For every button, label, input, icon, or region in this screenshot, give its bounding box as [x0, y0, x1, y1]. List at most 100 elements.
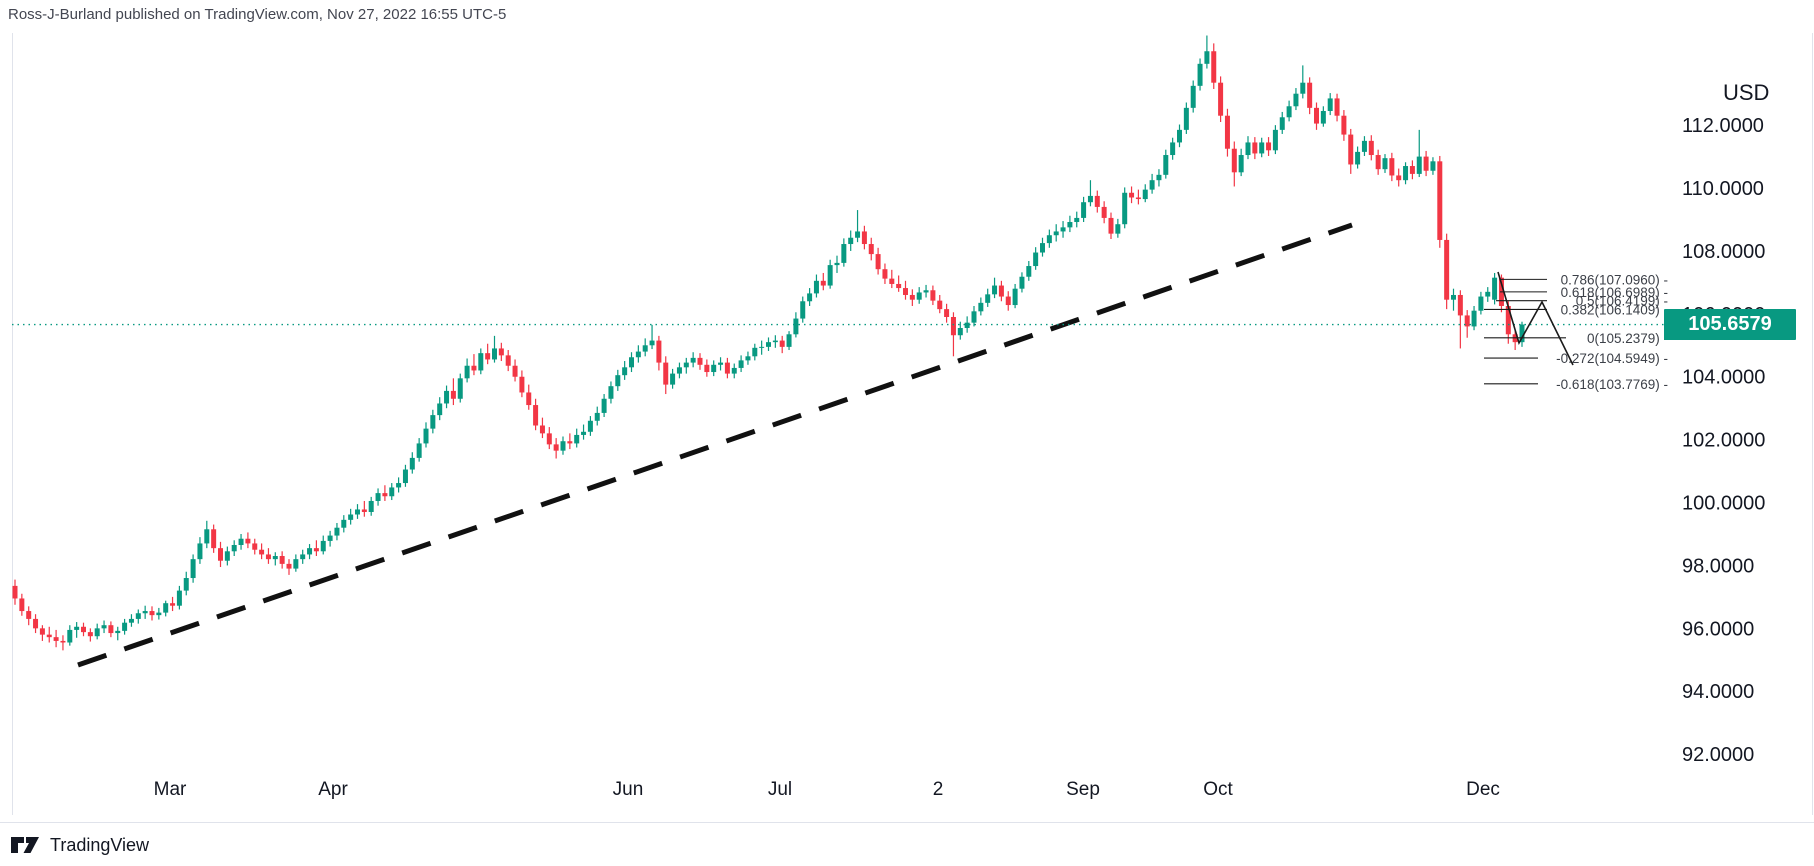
candle	[930, 290, 936, 301]
candle	[183, 578, 189, 591]
candle	[361, 509, 367, 512]
candle	[60, 640, 66, 643]
candle	[533, 405, 539, 426]
candle	[718, 362, 724, 365]
candle	[505, 355, 511, 366]
candle	[594, 412, 600, 421]
candle	[759, 346, 765, 348]
candle	[341, 519, 347, 528]
time-tick-label: Sep	[1066, 779, 1100, 800]
candle	[834, 262, 840, 266]
candle	[1519, 324, 1525, 343]
candle	[444, 390, 450, 404]
time-tick-label: Apr	[318, 779, 348, 800]
candle	[745, 356, 751, 361]
candle	[259, 549, 265, 555]
candle	[971, 311, 977, 323]
candle	[1074, 217, 1080, 223]
candle	[375, 493, 381, 501]
candle	[1040, 243, 1045, 253]
candle	[204, 529, 210, 544]
candle	[992, 285, 998, 295]
candle	[526, 392, 532, 406]
trendline[interactable]	[77, 222, 1353, 668]
candle	[1231, 148, 1237, 173]
candle	[1081, 202, 1087, 218]
candle	[1252, 142, 1258, 154]
candle	[1142, 189, 1148, 200]
candle	[738, 360, 744, 368]
candle	[485, 353, 491, 360]
price-tick-label: 112.0000	[1682, 115, 1764, 137]
projection-zigzag[interactable]	[1497, 271, 1574, 366]
candle	[135, 613, 141, 619]
candle	[855, 231, 861, 238]
candle	[245, 538, 251, 544]
attribution-text: Ross-J-Burland published on TradingView.…	[8, 6, 507, 23]
candle	[1355, 151, 1361, 165]
candle	[293, 559, 299, 569]
candle	[53, 637, 59, 641]
candle	[355, 509, 360, 515]
time-tick-label: Oct	[1203, 779, 1233, 800]
candle	[807, 293, 813, 302]
price-tick-label: 110.0000	[1682, 178, 1764, 200]
candle	[1272, 129, 1278, 151]
tradingview-link[interactable]: TradingView	[10, 832, 149, 858]
candle	[74, 626, 80, 630]
candle	[553, 444, 559, 451]
time-scale[interactable]: Mar Apr Jun Jul 2 Sep Oct Dec	[154, 779, 1500, 800]
candle	[142, 611, 148, 614]
candle	[889, 278, 895, 284]
candle	[1341, 115, 1347, 135]
candle	[197, 543, 203, 560]
price-scale[interactable]: USD 112.0000110.0000108.0000106.0000104.…	[1682, 80, 1769, 766]
candle	[39, 628, 45, 635]
candle	[101, 625, 107, 629]
candle	[519, 376, 525, 393]
candle	[779, 340, 785, 347]
fib-retracement-tool[interactable]: 0.786(107.0960) -0.618(106.6989) -0.5(10…	[1484, 272, 1668, 392]
candle	[1197, 63, 1203, 86]
candle	[1444, 239, 1450, 300]
candle	[1245, 142, 1251, 156]
price-tick-label: 102.0000	[1682, 430, 1765, 452]
candle	[1218, 82, 1224, 116]
candle	[492, 348, 497, 360]
candle	[937, 300, 943, 310]
candle	[218, 548, 223, 561]
candle	[67, 629, 73, 643]
candle	[211, 529, 217, 549]
candle	[423, 428, 429, 444]
candle	[1238, 155, 1244, 173]
candle	[1485, 291, 1491, 297]
candle	[1177, 129, 1182, 143]
candle	[300, 554, 306, 560]
time-tick-label: Mar	[154, 779, 187, 800]
fib-level-label: 0.786(107.0960) -	[1561, 272, 1668, 287]
candle	[1129, 192, 1135, 198]
candle	[1348, 134, 1354, 165]
candle	[396, 483, 402, 488]
candle	[128, 618, 134, 623]
candle	[19, 598, 25, 612]
currency-label: USD	[1723, 80, 1769, 105]
candle	[149, 611, 155, 616]
time-tick-label: Jul	[768, 779, 792, 800]
candle	[601, 398, 607, 413]
candle	[615, 375, 621, 387]
candle	[896, 283, 902, 289]
candle	[827, 265, 833, 286]
fib-level-label: 0(105.2379) -	[1587, 331, 1668, 346]
candle	[94, 628, 100, 637]
candle	[793, 318, 799, 335]
candle	[1437, 161, 1443, 240]
fib-level-label: -0.272(104.5949) -	[1556, 351, 1668, 366]
tradingview-brand: TradingView	[50, 834, 150, 855]
candle	[1457, 294, 1463, 316]
candle	[629, 357, 634, 368]
candle	[697, 357, 703, 365]
candle	[1190, 85, 1196, 108]
candle	[1286, 106, 1292, 118]
